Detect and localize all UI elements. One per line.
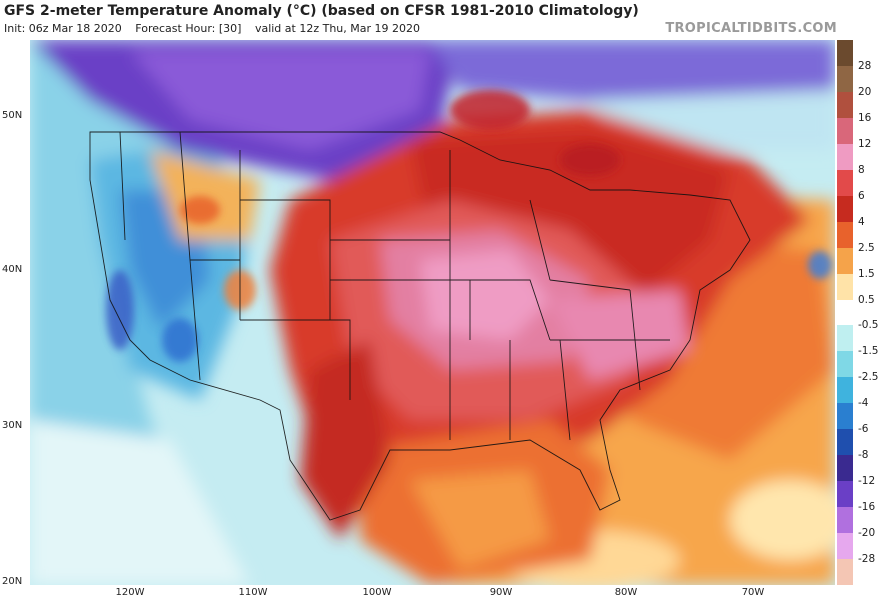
colorbar-tick-label: -1.5 bbox=[858, 345, 879, 358]
colorbar-swatch bbox=[837, 455, 853, 482]
colorbar-tick-label: -28 bbox=[858, 553, 876, 566]
colorbar-swatch bbox=[837, 247, 853, 275]
colorbar-swatch bbox=[837, 273, 853, 300]
colorbar-swatch bbox=[837, 481, 853, 508]
colorbar-swatch bbox=[837, 91, 853, 119]
lon-label: 110W bbox=[238, 587, 268, 598]
colorbar-swatch bbox=[837, 299, 853, 326]
colorbar-swatch bbox=[837, 40, 853, 67]
map-title: GFS 2-meter Temperature Anomaly (°C) (ba… bbox=[4, 3, 639, 19]
colorbar-tick-label: -20 bbox=[858, 527, 876, 540]
init-time: Init: 06z Mar 18 2020 bbox=[4, 22, 122, 35]
lat-label: 50N bbox=[2, 110, 23, 121]
colorbar-tick-label: 1.5 bbox=[858, 267, 875, 280]
colorbar-tick-label: -2.5 bbox=[858, 371, 879, 384]
colorbar-tick-label: -0.5 bbox=[858, 319, 879, 332]
colorbar-swatch bbox=[837, 429, 853, 456]
temperature-anomaly-map bbox=[30, 40, 835, 585]
colorbar-tick-label: 28 bbox=[858, 59, 872, 72]
colorbar bbox=[837, 40, 853, 586]
lon-label: 120W bbox=[115, 587, 145, 598]
colorbar-swatch bbox=[837, 143, 853, 171]
map-subtitle: Init: 06z Mar 18 2020 Forecast Hour: [30… bbox=[4, 22, 430, 35]
colorbar-swatch bbox=[837, 169, 853, 197]
colorbar-swatch bbox=[837, 195, 853, 223]
brand-watermark: TROPICALTIDBITS.COM bbox=[665, 21, 837, 36]
colorbar-tick-label: 16 bbox=[858, 111, 872, 124]
colorbar-tick-label: 20 bbox=[858, 85, 872, 98]
colorbar-swatch bbox=[837, 65, 853, 93]
colorbar-swatch bbox=[837, 351, 853, 378]
colorbar-swatch bbox=[837, 403, 853, 430]
colorbar-tick-label: 12 bbox=[858, 137, 872, 150]
lon-label: 80W bbox=[614, 587, 638, 598]
colorbar-tick-label: 6 bbox=[858, 189, 865, 202]
lon-label: 90W bbox=[489, 587, 513, 598]
valid-time: valid at 12z Thu, Mar 19 2020 bbox=[254, 22, 420, 35]
colorbar-swatch bbox=[837, 507, 853, 534]
lat-label: 40N bbox=[2, 264, 23, 275]
colorbar-tick-label: -12 bbox=[858, 475, 876, 488]
lon-label: 100W bbox=[362, 587, 392, 598]
colorbar-tick-label: 8 bbox=[858, 163, 865, 176]
colorbar-swatch bbox=[837, 377, 853, 404]
colorbar-swatch bbox=[837, 117, 853, 145]
colorbar-tick-label: -8 bbox=[858, 449, 869, 462]
lat-label: 20N bbox=[2, 576, 23, 587]
colorbar-tick-label: 2.5 bbox=[858, 241, 875, 254]
colorbar-tick-label: -6 bbox=[858, 423, 869, 436]
colorbar-swatch bbox=[837, 559, 853, 586]
lon-label: 70W bbox=[741, 587, 765, 598]
colorbar-tick-label: -4 bbox=[858, 397, 869, 410]
map-canvas bbox=[30, 40, 835, 585]
forecast-hour: Forecast Hour: [30] bbox=[135, 22, 242, 35]
lat-label: 30N bbox=[2, 420, 23, 431]
colorbar-swatch bbox=[837, 325, 853, 352]
colorbar-swatch bbox=[837, 221, 853, 249]
colorbar-tick-label: 4 bbox=[858, 215, 865, 228]
colorbar-swatch bbox=[837, 533, 853, 560]
colorbar-tick-label: 0.5 bbox=[858, 293, 875, 306]
colorbar-tick-label: -16 bbox=[858, 501, 876, 514]
